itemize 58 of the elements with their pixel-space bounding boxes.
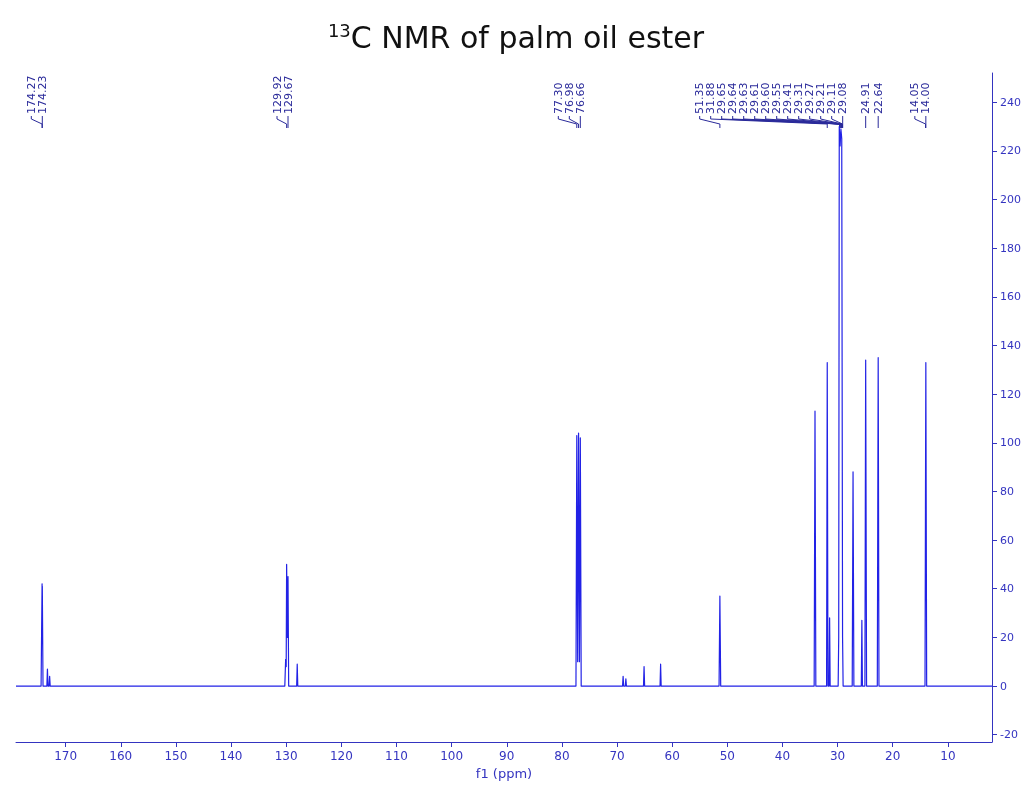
annotation: 29.60 (759, 82, 773, 114)
annotation: 29.63 (737, 82, 751, 114)
annotation: 29.27 (803, 82, 817, 114)
annotation: 14.00 (919, 82, 933, 114)
x-tick-label: 80 (554, 749, 570, 763)
annotation: 76.66 (573, 82, 587, 114)
annotation: 174.23 (35, 75, 49, 114)
y-tick-label: 120 (1000, 387, 1021, 401)
y-tick-label: 220 (1000, 144, 1021, 158)
annotation: 29.55 (770, 82, 784, 114)
annotation: 29.65 (715, 82, 729, 114)
x-tick-label: 120 (329, 749, 353, 763)
y-tick-label: 60 (1000, 533, 1014, 547)
y-tick-label: 180 (1000, 241, 1021, 255)
annotation: 174.27 (24, 75, 38, 114)
y-tick-label: 100 (1000, 436, 1021, 450)
x-tick-label: 130 (274, 749, 298, 763)
annotation: 129.92 (270, 75, 284, 114)
annotation: 76.98 (562, 82, 576, 114)
y-tick-label: -20 (1000, 728, 1018, 742)
y-tick-label: 240 (1000, 95, 1021, 109)
x-tick-label: 160 (109, 749, 133, 763)
annotation: 31.88 (704, 82, 718, 114)
x-tick-label: 10 (940, 749, 956, 763)
annotation: 77.30 (551, 82, 565, 114)
x-tick-label: 20 (885, 749, 901, 763)
x-tick-label: 140 (219, 749, 243, 763)
x-axis-title: f1 (ppm) (475, 765, 533, 781)
annotation: 29.11 (825, 82, 839, 114)
x-tick-label: 90 (499, 749, 515, 763)
annotation: 29.64 (726, 82, 740, 114)
annotation: 29.08 (836, 82, 850, 114)
annotation: 129.67 (281, 75, 295, 114)
annotation: 14.05 (908, 82, 922, 114)
annotation: 29.41 (781, 82, 795, 114)
x-tick-label: 100 (440, 749, 464, 763)
x-tick-label: 30 (829, 749, 846, 763)
line-series (15, 125, 993, 687)
y-tick-label: 80 (1000, 484, 1014, 498)
annotation: 29.31 (792, 82, 806, 114)
x-tick-label: 70 (609, 749, 625, 763)
y-tick-label: 160 (1000, 290, 1021, 304)
annotation: 29.61 (748, 82, 762, 114)
y-tick-label: 20 (1000, 630, 1014, 644)
x-tick-label: 110 (385, 749, 408, 763)
x-tick-label: 50 (719, 749, 735, 763)
x-tick-label: 170 (54, 749, 78, 763)
annotation: 51.35 (693, 82, 707, 114)
y-tick-label: 0 (1000, 679, 1007, 693)
y-tick-label: 200 (1000, 193, 1021, 206)
y-tick-label: 40 (1000, 582, 1014, 596)
x-tick-label: 150 (164, 749, 188, 763)
annotation: 24.91 (859, 82, 873, 114)
annotation: 29.21 (814, 82, 828, 114)
y-tick-label: 140 (1000, 338, 1021, 352)
x-tick-label: 40 (774, 749, 791, 763)
annotation: 22.64 (871, 82, 885, 114)
x-tick-label: 60 (664, 749, 680, 763)
